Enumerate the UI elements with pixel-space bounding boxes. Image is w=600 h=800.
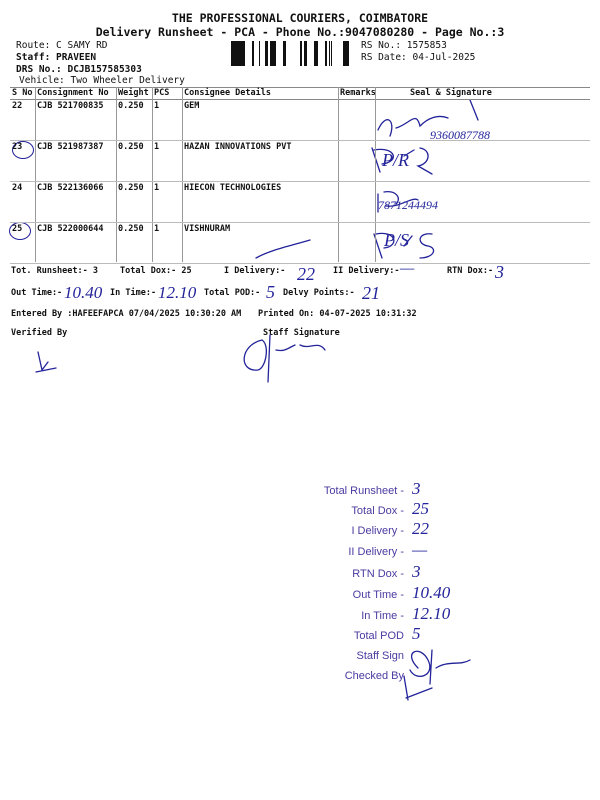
seal-signature-note: P/R	[382, 150, 409, 170]
row-divider	[10, 140, 590, 141]
table-top-border	[10, 87, 590, 88]
cell-consignee: HAZAN INNOVATIONS PVT	[184, 142, 292, 152]
cell-sno: 22	[12, 101, 23, 111]
column-header: Weight	[118, 88, 149, 98]
total-dox: Total Dox:- 25	[120, 266, 192, 276]
stamp-label: I Delivery -	[351, 525, 404, 537]
printed-on: Printed On: 04-07-2025 10:31:32	[258, 309, 417, 319]
ii-delivery-label: II Delivery:-	[333, 266, 400, 276]
column-divider	[338, 87, 339, 262]
row-divider	[10, 263, 590, 264]
route: Route: C SAMY RD	[16, 40, 108, 51]
rtn-dox-label: RTN Dox:-	[447, 266, 494, 276]
column-divider	[182, 87, 183, 262]
stamp-value: 22	[412, 519, 429, 538]
stamp-label: Total POD	[353, 630, 404, 642]
rtn-dox-value: 3	[495, 262, 504, 282]
runsheet-subtitle: Delivery Runsheet - PCA - Phone No.:9047…	[95, 25, 505, 39]
stamp-value: 10.40	[412, 583, 451, 602]
out-time-label: Out Time:-	[11, 288, 63, 298]
cell-weight: 0.250	[118, 183, 144, 193]
tot-runsheet: Tot. Runsheet:- 3	[11, 266, 98, 276]
circle-mark	[12, 141, 34, 159]
cell-pcs: 1	[154, 142, 160, 152]
in-time-label: In Time:-	[110, 288, 157, 298]
column-divider	[35, 87, 36, 262]
cell-consignee: HIECON TECHNOLOGIES	[184, 183, 282, 193]
row-divider	[10, 181, 590, 182]
cell-consignee: GEM	[184, 101, 200, 111]
column-header: S No	[12, 88, 33, 98]
seal-signature-note: P/S	[384, 230, 409, 250]
cell-pcs: 1	[154, 183, 160, 193]
column-divider	[116, 87, 117, 262]
cell-pcs: 1	[154, 224, 160, 234]
cell-consignee: VISHNURAM	[184, 224, 231, 234]
delvy-points-value: 21	[362, 283, 380, 303]
stamp-value: 5	[412, 624, 421, 643]
stamp-label: Staff Sign	[356, 650, 405, 662]
stamp-label: II Delivery -	[348, 546, 404, 558]
stamp-label: Total Runsheet -	[323, 485, 404, 497]
column-header: Consignment No	[37, 88, 109, 98]
stamp-value: 12.10	[412, 604, 451, 623]
out-time-value: 10.40	[64, 283, 103, 302]
cell-weight: 0.250	[118, 142, 144, 152]
stamp-label: In Time -	[361, 610, 404, 622]
column-header: Seal & Signature	[410, 88, 492, 98]
cell-consignment: CJB 522000644	[37, 224, 104, 234]
seal-signature-note: 9360087788	[430, 128, 490, 142]
column-divider	[375, 87, 376, 262]
cell-sno: 23	[12, 142, 23, 152]
stamp-label: Out Time -	[352, 589, 404, 601]
ii-delivery-value: —	[400, 260, 415, 277]
cell-pcs: 1	[154, 101, 160, 111]
stamp-value: 3	[412, 562, 421, 581]
total-pod-label: Total POD:-	[204, 288, 261, 298]
column-header: Remarks	[340, 88, 376, 98]
company-title: THE PROFESSIONAL COURIERS, COIMBATORE	[171, 11, 429, 25]
cell-weight: 0.250	[118, 101, 144, 111]
total-pod-value: 5	[266, 282, 275, 302]
rs-date: RS Date: 04-Jul-2025	[361, 52, 476, 63]
seal-signature-note: 7871244494	[378, 198, 438, 212]
table-header-border	[10, 99, 590, 100]
cell-sno: 25	[12, 224, 23, 234]
stamp-value: —	[412, 540, 428, 559]
vehicle: Vehicle: Two Wheeler Delivery	[19, 75, 185, 86]
cell-weight: 0.250	[118, 224, 144, 234]
cell-consignment: CJB 522136066	[37, 183, 104, 193]
column-divider	[152, 87, 153, 262]
column-header: Consignee Details	[184, 88, 271, 98]
staff-signature-label: Staff Signature	[263, 328, 340, 338]
cell-consignment: CJB 521987387	[37, 142, 104, 152]
drs-no: DRS No.: DCJB157585303	[16, 64, 142, 75]
stamp-label: RTN Dox -	[352, 568, 404, 580]
verified-by-label: Verified By	[11, 328, 68, 338]
row-divider	[10, 222, 590, 223]
stamp-label: Total Dox -	[351, 505, 404, 517]
delvy-points-label: Delvy Points:-	[283, 288, 355, 298]
stamp-value: 3	[412, 479, 421, 498]
stamp-label: Checked By	[344, 670, 404, 682]
staff: Staff: PRAVEEN	[16, 52, 97, 63]
i-delivery-value: 22	[297, 264, 315, 284]
cell-consignment: CJB 521700835	[37, 101, 104, 111]
i-delivery-label: I Delivery:-	[224, 266, 286, 276]
entered-by: Entered By :HAFEEFAPCA 07/04/2025 10:30:…	[11, 309, 242, 319]
stamp-value: 25	[412, 499, 429, 518]
column-header: PCS	[154, 88, 170, 98]
barcode	[229, 41, 351, 66]
rs-no: RS No.: 1575853	[361, 40, 447, 51]
in-time-value: 12.10	[158, 283, 197, 302]
cell-sno: 24	[12, 183, 23, 193]
